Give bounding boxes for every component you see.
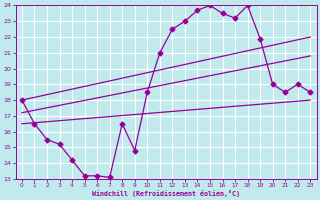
X-axis label: Windchill (Refroidissement éolien,°C): Windchill (Refroidissement éolien,°C) bbox=[92, 190, 240, 197]
